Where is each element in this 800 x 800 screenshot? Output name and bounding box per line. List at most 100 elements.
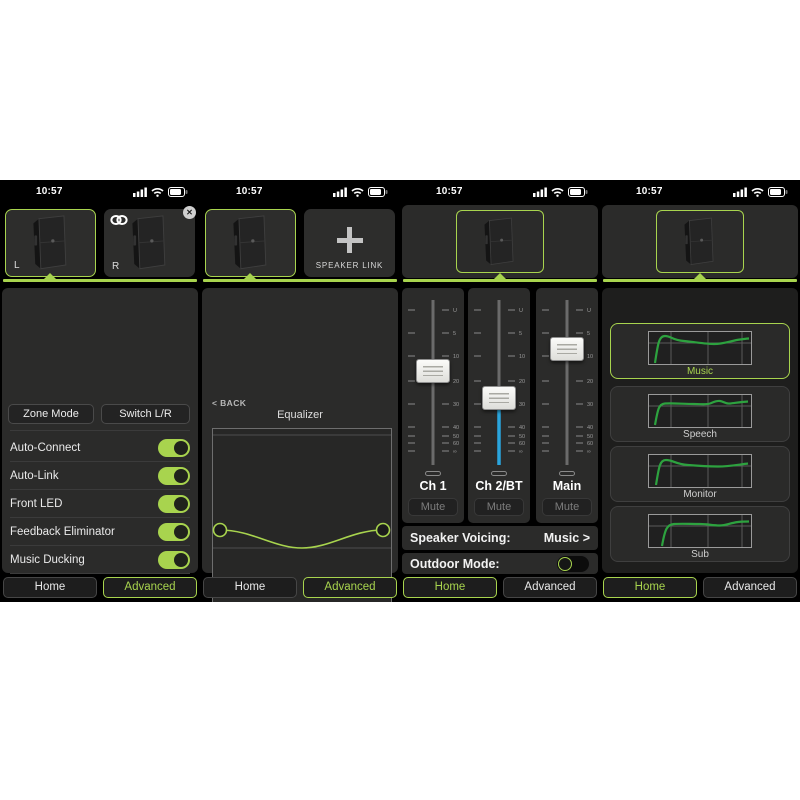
front-led-toggle[interactable]: [158, 494, 190, 513]
voicing-option-music[interactable]: Music: [610, 323, 790, 379]
fader-cap[interactable]: [482, 386, 516, 410]
fader-channel-1: U 5 10 20 30 40 50 60 ∞ Ch 1 Mute: [402, 288, 464, 523]
speaker-link-label: SPEAKER LINK: [315, 261, 384, 270]
tick-label: 40: [453, 425, 459, 431]
voicing-option-monitor[interactable]: Monitor: [610, 446, 790, 502]
equalizer-panel: < BACK Equalizer Low High: [202, 288, 398, 602]
speaker-card[interactable]: [456, 210, 544, 273]
speaker-image: [484, 217, 514, 265]
tab-home[interactable]: Home: [603, 577, 697, 598]
tick-label: U: [519, 308, 523, 314]
mute-button[interactable]: Mute: [474, 498, 524, 516]
outdoor-mode-row: Outdoor Mode:: [402, 553, 598, 574]
voicing-option-speech[interactable]: Speech: [610, 386, 790, 442]
speaker-card[interactable]: [205, 209, 296, 277]
close-icon[interactable]: ✕: [183, 206, 196, 219]
speaker-image: [32, 215, 66, 270]
tick-label: ∞: [453, 449, 457, 455]
voicing-option-sub[interactable]: Sub: [610, 506, 790, 562]
panel-title: Equalizer: [277, 409, 323, 421]
setting-row-front-led[interactable]: Front LED: [10, 490, 190, 518]
fader-channel-2: U 5 10 20 30 40 50 60 ∞ Ch 2/BT Mute: [468, 288, 530, 523]
battery-icon: [168, 187, 188, 197]
outdoor-label: Outdoor Mode:: [410, 556, 500, 571]
eq-handle-high[interactable]: [375, 522, 391, 538]
fader-scale: U 5 10 20 30 40 50 60 ∞: [474, 300, 525, 465]
tab-home[interactable]: Home: [3, 577, 97, 598]
channel-name: Main: [552, 479, 582, 493]
mute-button[interactable]: Mute: [542, 498, 592, 516]
screen-zone-settings: 10:57 L: [0, 180, 200, 602]
zone-mode-button[interactable]: Zone Mode: [8, 404, 94, 424]
speaker-image: [232, 215, 266, 270]
voicing-mode-label: Speech: [683, 429, 717, 440]
music-ducking-toggle[interactable]: [158, 550, 190, 569]
mute-button[interactable]: Mute: [408, 498, 458, 516]
tab-home[interactable]: Home: [403, 577, 497, 598]
tab-advanced[interactable]: Advanced: [503, 577, 597, 598]
selection-underline: [403, 279, 597, 282]
selection-underline: [203, 279, 397, 282]
signal-icon: [133, 187, 147, 197]
speaker-link-card[interactable]: SPEAKER LINK: [304, 209, 395, 277]
feedback-eliminator-toggle[interactable]: [158, 522, 190, 541]
selection-pointer: [244, 273, 256, 279]
back-button[interactable]: < BACK: [212, 398, 247, 408]
eq-handle-low[interactable]: [212, 522, 228, 538]
switch-lr-button[interactable]: Switch L/R: [101, 404, 190, 424]
voicing-mode-label: Music: [686, 366, 714, 377]
tick-label: ∞: [519, 449, 523, 455]
fader-cap[interactable]: [550, 337, 584, 361]
tick-label: 50: [519, 434, 525, 440]
signal-icon: [533, 187, 547, 197]
setting-row-auto-link[interactable]: Auto-Link: [10, 462, 190, 490]
fader-cap[interactable]: [416, 359, 450, 383]
auto-link-toggle[interactable]: [158, 466, 190, 485]
status-time: 10:57: [236, 186, 263, 197]
selection-pointer: [44, 273, 56, 279]
tick-label: 50: [587, 434, 593, 440]
fader-base-mark: [425, 471, 441, 476]
speaker-label-right: R: [112, 261, 120, 272]
setting-row-feedback-eliminator[interactable]: Feedback Eliminator: [10, 518, 190, 546]
fader-scale: U 5 10 20 30 40 50 60 ∞: [542, 300, 593, 465]
tick-label: 20: [587, 379, 593, 385]
signal-icon: [733, 187, 747, 197]
setting-label: Music Ducking: [10, 553, 85, 566]
setting-row-music-ducking[interactable]: Music Ducking: [10, 546, 190, 574]
voicing-panel: < BACK Voicing Mode Music Speec: [602, 288, 798, 573]
eq-graph[interactable]: Low High: [212, 428, 392, 602]
speaker-card[interactable]: [656, 210, 744, 273]
tab-advanced[interactable]: Advanced: [103, 577, 197, 598]
setting-row-auto-connect[interactable]: Auto-Connect: [10, 434, 190, 462]
speaker-card-right[interactable]: R: [104, 209, 195, 277]
selection-underline: [603, 279, 797, 282]
auto-connect-toggle[interactable]: [158, 438, 190, 457]
fader-base-mark: [559, 471, 575, 476]
tick-label: 30: [587, 402, 593, 408]
speaker-voicing-row[interactable]: Speaker Voicing: Music >: [402, 526, 598, 550]
voicing-value: Music: [543, 531, 580, 545]
speaker-header-panel: [402, 205, 598, 278]
wifi-icon: [551, 188, 564, 197]
speaker-header-panel: [602, 205, 798, 278]
setting-label: Auto-Link: [10, 469, 59, 482]
tick-label: 20: [453, 379, 459, 385]
channel-name: Ch 1: [419, 479, 447, 493]
fader-scale: U 5 10 20 30 40 50 60 ∞: [408, 300, 459, 465]
phone-screens-strip: 10:57 L: [0, 180, 800, 602]
tab-advanced[interactable]: Advanced: [703, 577, 797, 598]
selection-underline: [3, 279, 197, 282]
screen-equalizer: 10:57 SPEAKER LINK < BACK Equali: [200, 180, 400, 602]
battery-icon: [568, 187, 588, 197]
tab-advanced[interactable]: Advanced: [303, 577, 397, 598]
speaker-image: [684, 217, 714, 265]
signal-icon: [333, 187, 347, 197]
status-time: 10:57: [36, 186, 63, 197]
tab-home[interactable]: Home: [203, 577, 297, 598]
speaker-card-left[interactable]: L: [5, 209, 96, 277]
outdoor-mode-toggle[interactable]: [556, 554, 590, 573]
status-bar: 10:57: [200, 180, 400, 204]
tick-label: 60: [519, 441, 525, 447]
status-bar: 10:57: [400, 180, 600, 204]
